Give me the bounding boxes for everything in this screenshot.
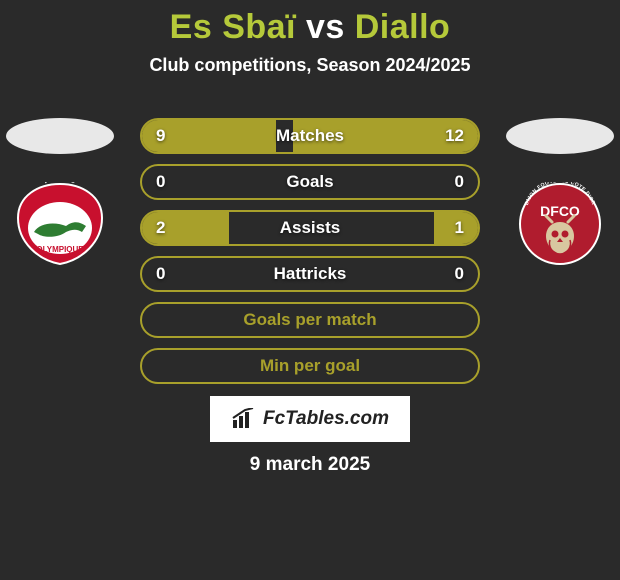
- player-left-column: NIMES OLYMPIQUE: [0, 118, 120, 266]
- stat-row: 21Assists: [140, 210, 480, 246]
- club-right-badge: DIJON FOOTBALL COTE D'OR DFCO: [510, 182, 610, 266]
- watermark-badge[interactable]: FcTables.com: [210, 396, 410, 442]
- subtitle: Club competitions, Season 2024/2025: [0, 55, 620, 76]
- chart-icon: [231, 408, 257, 430]
- player-right-avatar-placeholder: [506, 118, 614, 154]
- date-label: 9 march 2025: [0, 454, 620, 476]
- stat-row: Goals per match: [140, 302, 480, 338]
- stat-row: Min per goal: [140, 348, 480, 384]
- club-left-badge: NIMES OLYMPIQUE: [10, 182, 110, 266]
- title-vs: vs: [306, 8, 345, 46]
- title-player1: Es Sbaï: [170, 8, 296, 46]
- stat-row: 00Hattricks: [140, 256, 480, 292]
- stat-label: Assists: [142, 212, 478, 244]
- watermark-text: FcTables.com: [263, 408, 389, 430]
- stat-label: Matches: [142, 120, 478, 152]
- stat-row: 00Goals: [140, 164, 480, 200]
- stat-row: 912Matches: [140, 118, 480, 154]
- club-left-subname: OLYMPIQUE: [36, 245, 84, 254]
- player-left-avatar-placeholder: [6, 118, 114, 154]
- stat-label: Goals per match: [142, 304, 478, 336]
- title-player2: Diallo: [355, 8, 451, 46]
- page-title: Es Sbaï vs Diallo: [0, 8, 620, 47]
- stat-label: Hattricks: [142, 258, 478, 290]
- player-right-column: DIJON FOOTBALL COTE D'OR DFCO: [500, 118, 620, 266]
- stat-label: Min per goal: [142, 350, 478, 382]
- stats-list: 912Matches 00Goals 21Assists 00Hattricks Goa…: [140, 118, 480, 394]
- stat-label: Goals: [142, 166, 478, 198]
